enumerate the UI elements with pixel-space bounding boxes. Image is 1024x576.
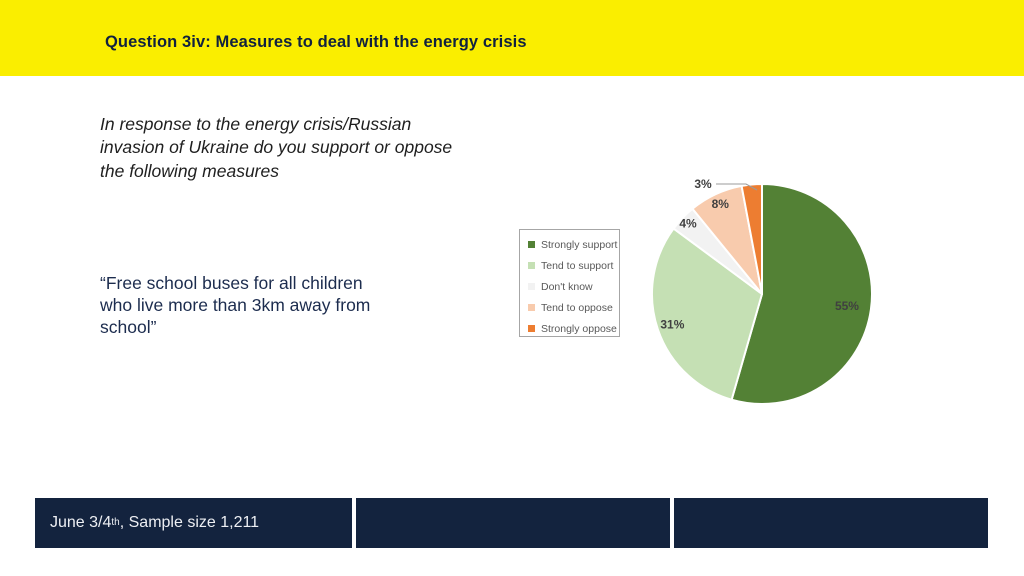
pie-slice-strongly-support: [730, 183, 873, 405]
legend-item-strongly-support: Strongly support: [528, 234, 619, 255]
question-intro-text: In response to the energy crisis/Russian…: [100, 114, 453, 181]
legend-item-tend-to-oppose: Tend to oppose: [528, 297, 619, 318]
pie-label-3%: 3%: [694, 177, 712, 191]
legend-label: Tend to support: [541, 259, 614, 272]
slide-title: Question 3iv: Measures to deal with the …: [105, 32, 527, 51]
legend-swatch: [528, 283, 535, 290]
footer-date-sample-cell: June 3/4 th, Sample size 1,211: [35, 498, 352, 548]
pie-chart: 55% 31% 4% 8%3%: [651, 177, 873, 405]
pie-slice-strongly-oppose: [740, 183, 763, 295]
legend-swatch: [528, 262, 535, 269]
chart-legend: Strongly support Tend to support Don't kno…: [519, 229, 620, 337]
legend-item-tend-to-support: Tend to support: [528, 255, 619, 276]
legend-label: Strongly support: [541, 238, 618, 251]
label-leader-line: [716, 183, 758, 191]
legend-label: Strongly oppose: [541, 322, 617, 335]
header-bar: Question 3iv: Measures to deal with the …: [0, 0, 1024, 76]
legend-item-strongly-oppose: Strongly oppose: [528, 318, 619, 339]
footer-empty-cell-1: [356, 498, 670, 548]
pie-label-55%: 55%: [835, 299, 859, 313]
pie-slice-tend-to-support: [651, 227, 763, 401]
footer-date: June 3/4: [50, 514, 112, 531]
legend-label: Tend to oppose: [541, 301, 613, 314]
pie-label-8%: 8%: [712, 197, 730, 211]
pie-label-31%: 31%: [660, 317, 684, 331]
measure-quote-text: “Free school buses for all children who …: [100, 273, 371, 338]
legend-swatch: [528, 304, 535, 311]
legend-label: Don't know: [541, 280, 593, 293]
legend-swatch: [528, 241, 535, 248]
legend-item-don-t-know: Don't know: [528, 276, 619, 297]
legend-swatch: [528, 325, 535, 332]
pie-label-4%: 4%: [679, 216, 697, 230]
footer-sample-size: , Sample size 1,211: [119, 514, 260, 531]
footer-empty-cell-2: [674, 498, 988, 548]
